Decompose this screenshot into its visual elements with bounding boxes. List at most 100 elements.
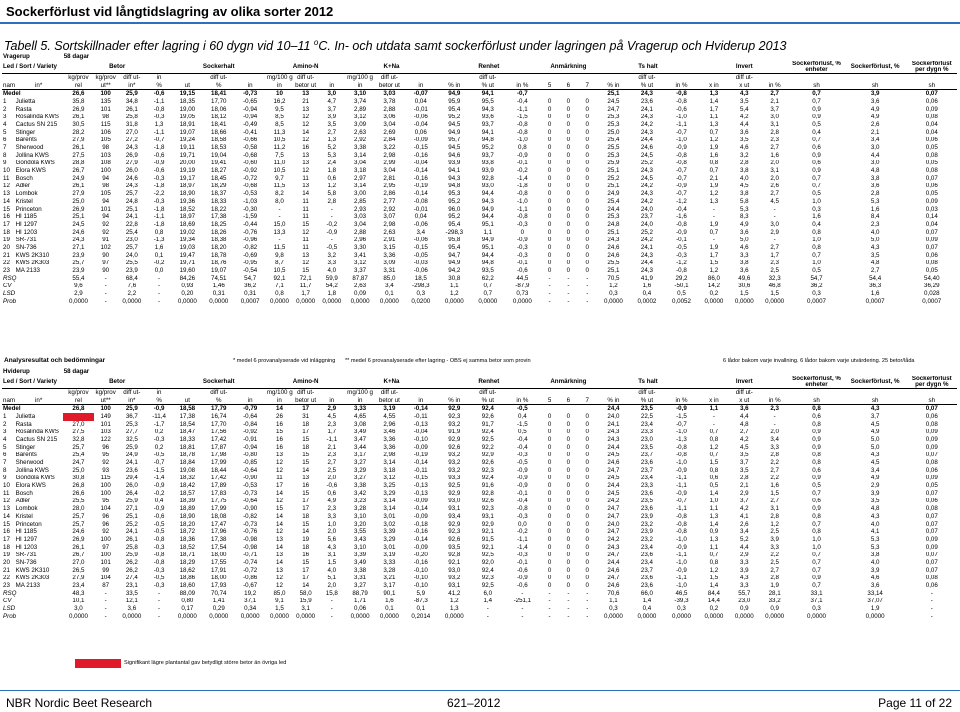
subunit-label: % in	[437, 396, 472, 406]
stats-cell: 0,0000	[68, 613, 88, 620]
table-cell: 93,7	[481, 121, 494, 128]
mean-cell: -0,73	[243, 90, 258, 98]
table-cell: 19,36	[179, 198, 196, 205]
table-cell: 25,4	[607, 198, 620, 205]
table-cell: 24,5	[640, 151, 653, 159]
table-cell: 9,7	[275, 175, 284, 182]
stats-cell: 14,2	[707, 282, 720, 290]
table-cell: 0,09	[925, 536, 938, 543]
table-cell: 3,0	[870, 159, 880, 167]
stats-cell: 2,63	[354, 282, 367, 290]
table-cell: -0,3	[517, 551, 528, 559]
table-cell: 3,08	[354, 420, 367, 428]
table-cell: -0,7	[676, 190, 687, 198]
table-cell: 0	[547, 451, 552, 459]
legend-text: Signifikant lägre plantantal gav betydli…	[124, 660, 287, 666]
table-cell: 0	[547, 251, 552, 259]
table-cell: 3,14	[383, 505, 396, 513]
table-cell: 0	[547, 520, 552, 528]
table-cell: 92,5	[481, 436, 494, 443]
unit-label: mg/100 g	[266, 388, 293, 396]
table-cell: 0	[566, 144, 571, 152]
stats-cell: 1,6	[642, 282, 652, 290]
table-cell: 17,38	[179, 413, 196, 420]
variety-name: Julietta	[15, 98, 36, 105]
table-cell: 17,83	[211, 490, 227, 497]
table-cell: 3,17	[354, 451, 367, 459]
table-cell: 24,4	[607, 205, 620, 213]
table-cell: 5,6	[327, 536, 337, 543]
table-cell: 8,3	[739, 213, 749, 221]
table-cell: 2,1	[327, 443, 337, 451]
table-cell: -0,13	[413, 490, 428, 497]
table-cell: 3,10	[354, 543, 367, 551]
table-cell: 1,9	[709, 244, 719, 251]
group-header: Sockerhalt	[171, 375, 266, 390]
table-cell: 0	[566, 251, 571, 259]
table-cell: 15	[276, 505, 283, 513]
table-cell: 1,5	[709, 459, 719, 467]
stats-cell: 0,7	[483, 290, 493, 298]
table-cell: -0,04	[413, 428, 428, 436]
table-cell: 0	[585, 505, 589, 513]
table-cell: 93,8	[481, 159, 494, 167]
table-cell: 1,9	[709, 144, 719, 152]
table-cell: 95,1	[481, 221, 494, 228]
table-cell: 0,08	[925, 151, 938, 159]
stats-cell: 0,0000	[478, 298, 498, 305]
table-cell: 18,29	[179, 559, 196, 566]
table-cell: 24,6	[607, 244, 620, 251]
table-cell: 2,0	[327, 528, 337, 536]
row-number: 23	[3, 582, 10, 590]
table-cell: -0,30	[243, 205, 258, 213]
table-cell: 3,8	[739, 190, 749, 198]
table-cell: 1,2	[709, 136, 719, 144]
table-cell: -0,14	[413, 536, 428, 543]
stats-cell: 44,5	[516, 274, 529, 282]
table-cell: -0,8	[676, 267, 687, 275]
stats-cell: 0,17	[181, 605, 194, 613]
table-cell: 18,97	[179, 213, 196, 221]
row-number: 5	[3, 443, 7, 451]
table-cell: 23,4	[72, 582, 85, 590]
mean-cell: -0,7	[517, 90, 528, 98]
table-cell: -0,92	[243, 428, 258, 436]
table-cell: 25,1	[607, 267, 620, 275]
table-cell: 1,1	[709, 505, 719, 513]
table-cell: 0	[547, 228, 552, 236]
mean-cell: -0,6	[153, 90, 165, 98]
subunit-label: in*	[117, 81, 147, 91]
stats-cell: 48,3	[72, 589, 85, 597]
table-cell: 0,9	[812, 574, 821, 582]
row-number: 6	[3, 136, 7, 144]
table-cell: 17,99	[211, 505, 227, 513]
table-cell: 18,78	[211, 251, 227, 259]
table-cell: 24,6	[640, 144, 653, 152]
table-cell: 19,00	[179, 105, 196, 113]
row-number: 21	[3, 566, 10, 574]
footnote-out: ** medel 6 provanalyserade efter lagring…	[345, 358, 531, 364]
table-cell: 11	[302, 244, 309, 251]
stats-cell: 0,0000	[672, 613, 691, 620]
table-row: 18 HI 1203 26,1 97 25,8 -0,3 18,52 17,54 -0,98 14…	[2, 544, 957, 552]
stats-cell: 3,0	[74, 605, 83, 613]
stats-label: RSQ	[3, 589, 17, 597]
table-cell: 8,5	[275, 121, 284, 128]
table-cell: 25,1	[125, 513, 138, 520]
subunit-label: ut**	[94, 396, 118, 406]
unit-label	[789, 389, 843, 397]
table-cell: -0,8	[676, 151, 687, 159]
table-cell: -0,20	[413, 551, 428, 559]
table-cell: 2,86	[383, 190, 396, 198]
table-cell: 26,8	[72, 482, 85, 490]
table-cell: 18,00	[211, 551, 227, 559]
table-cell: 2,1	[870, 128, 880, 136]
table-cell: 12	[302, 121, 310, 128]
table-cell: 3,39	[383, 528, 396, 536]
table-cell: 3,4	[870, 466, 880, 474]
table-cell: 25,9	[125, 443, 138, 451]
mean-cell: 0,8	[812, 405, 821, 413]
table-cell: 12	[302, 259, 310, 267]
table-cell: -0,8	[517, 128, 528, 136]
table-cell: -0,8	[517, 121, 528, 128]
